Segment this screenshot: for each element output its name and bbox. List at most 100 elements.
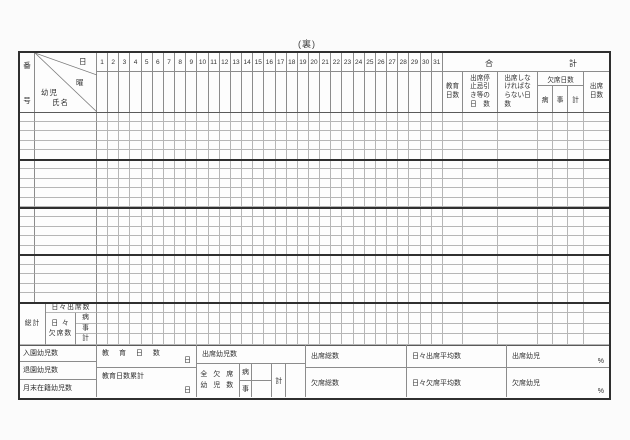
daily-total-day-cell — [353, 334, 365, 345]
day-attendance-cell — [108, 217, 120, 227]
day-attendance-cell — [208, 226, 220, 237]
summary-value-cell — [537, 188, 553, 198]
day-attendance-cell — [242, 274, 254, 284]
weekday-entry-row — [97, 72, 443, 112]
summary-value-cell — [462, 178, 498, 189]
daily-total-day-cell — [387, 302, 399, 314]
day-attendance-cell — [186, 274, 198, 284]
child-name-cell — [35, 131, 97, 141]
day-number-cell: 4 — [130, 53, 142, 72]
day-attendance-cell — [420, 226, 432, 237]
day-attendance-cell — [197, 121, 209, 132]
daily-total-day-cell — [197, 302, 209, 314]
daily-total-day-cell — [108, 323, 120, 335]
day-attendance-cell — [253, 169, 265, 179]
daily-total-day-cell — [97, 334, 109, 345]
daily-total-day-cell — [297, 323, 309, 335]
day-attendance-cell — [398, 283, 410, 294]
number-cell — [20, 169, 35, 179]
daily-total-day-cell — [375, 302, 388, 314]
day-attendance-cell — [375, 236, 388, 246]
day-attendance-cell — [152, 274, 164, 284]
day-attendance-cell — [387, 121, 399, 132]
day-attendance-cell — [431, 131, 443, 141]
day-attendance-cell — [431, 188, 443, 198]
summary-value-cell — [583, 122, 609, 132]
day-attendance-cell — [297, 178, 309, 189]
day-attendance-cell — [219, 217, 231, 227]
daily-total-day-cell — [175, 302, 187, 314]
daily-total-summary-cell — [567, 313, 584, 324]
day-attendance-cell — [331, 207, 343, 218]
day-attendance-cell — [197, 255, 209, 265]
day-attendance-cell — [208, 140, 220, 151]
daily-total-day-cell — [186, 313, 198, 324]
day-attendance-cell — [141, 140, 153, 151]
day-attendance-cell — [431, 178, 443, 189]
daily-total-day-cell — [186, 334, 198, 345]
absence-grand-total-cell: 欠席総数 — [306, 368, 406, 397]
attendance-percentage-cell: 出席幼児 % — [507, 345, 609, 368]
weekday-entry-cell — [298, 72, 309, 112]
daily-total-day-cell — [253, 323, 265, 335]
day-number-cell: 5 — [141, 53, 153, 72]
summary-value-cell — [497, 264, 538, 275]
day-attendance-cell — [242, 236, 254, 246]
daily-total-day-cell — [230, 302, 243, 314]
summary-value-cell — [583, 284, 609, 294]
day-attendance-cell — [308, 207, 321, 218]
daily-total-day-cell — [275, 302, 287, 314]
day-attendance-cell — [331, 188, 343, 198]
day-attendance-cell — [297, 188, 309, 198]
summary-value-cell — [583, 265, 609, 275]
day-attendance-cell — [97, 188, 109, 198]
daily-total-day-cell — [286, 334, 298, 345]
day-attendance-cell — [342, 188, 354, 198]
day-number-cell: 9 — [186, 53, 198, 72]
totals-section-top-line — [20, 302, 609, 304]
day-attendance-cell — [264, 169, 276, 179]
day-attendance-cell — [175, 236, 187, 246]
summary-value-cell — [442, 226, 463, 237]
summary-value-cell — [567, 169, 584, 179]
daily-total-day-cell — [387, 313, 399, 324]
footer-daily-averages-column: 日々出席平均数 日々欠席平均数 — [407, 345, 507, 397]
day-number-cell: 29 — [409, 53, 421, 72]
weekday-entry-cell — [432, 72, 443, 112]
page-side-label: (裏) — [298, 39, 316, 49]
summary-value-cell — [567, 188, 584, 198]
day-attendance-cell — [297, 131, 309, 141]
child-name-cell — [35, 217, 97, 227]
day-attendance-cell — [152, 207, 164, 218]
day-attendance-cell — [420, 217, 432, 227]
day-attendance-cell — [264, 131, 276, 141]
day-attendance-cell — [119, 140, 131, 151]
child-name-cell — [35, 112, 97, 122]
number-cell — [20, 188, 35, 198]
header-number-column: 番 号 — [20, 53, 35, 112]
day-attendance-cell — [398, 236, 410, 246]
day-attendance-cell — [208, 169, 220, 179]
weekday-entry-cell — [287, 72, 298, 112]
group-separator-2 — [20, 206, 609, 209]
daily-total-day-cell — [175, 323, 187, 335]
day-attendance-cell — [431, 283, 443, 294]
day-attendance-cell — [420, 159, 432, 170]
day-attendance-cell — [375, 159, 388, 170]
daily-total-day-cell — [242, 302, 254, 314]
day-number-cell: 11 — [208, 53, 220, 72]
day-attendance-cell — [230, 226, 243, 237]
attendance-percentage-label: 出席幼児 — [512, 353, 540, 360]
day-attendance-cell — [186, 217, 198, 227]
summary-value-cell — [537, 112, 553, 122]
day-attendance-cell — [197, 169, 209, 179]
day-attendance-cell — [375, 207, 388, 218]
weekday-entry-cell — [231, 72, 243, 112]
summary-subcol-total: 計 — [568, 86, 584, 112]
daily-total-day-cell — [152, 323, 164, 335]
entered-children-row: 入園幼児数 — [20, 345, 96, 363]
day-attendance-cell — [342, 255, 354, 265]
summary-value-cell — [537, 274, 553, 284]
daily-total-day-cell — [398, 334, 410, 345]
daily-total-day-cell — [342, 334, 354, 345]
